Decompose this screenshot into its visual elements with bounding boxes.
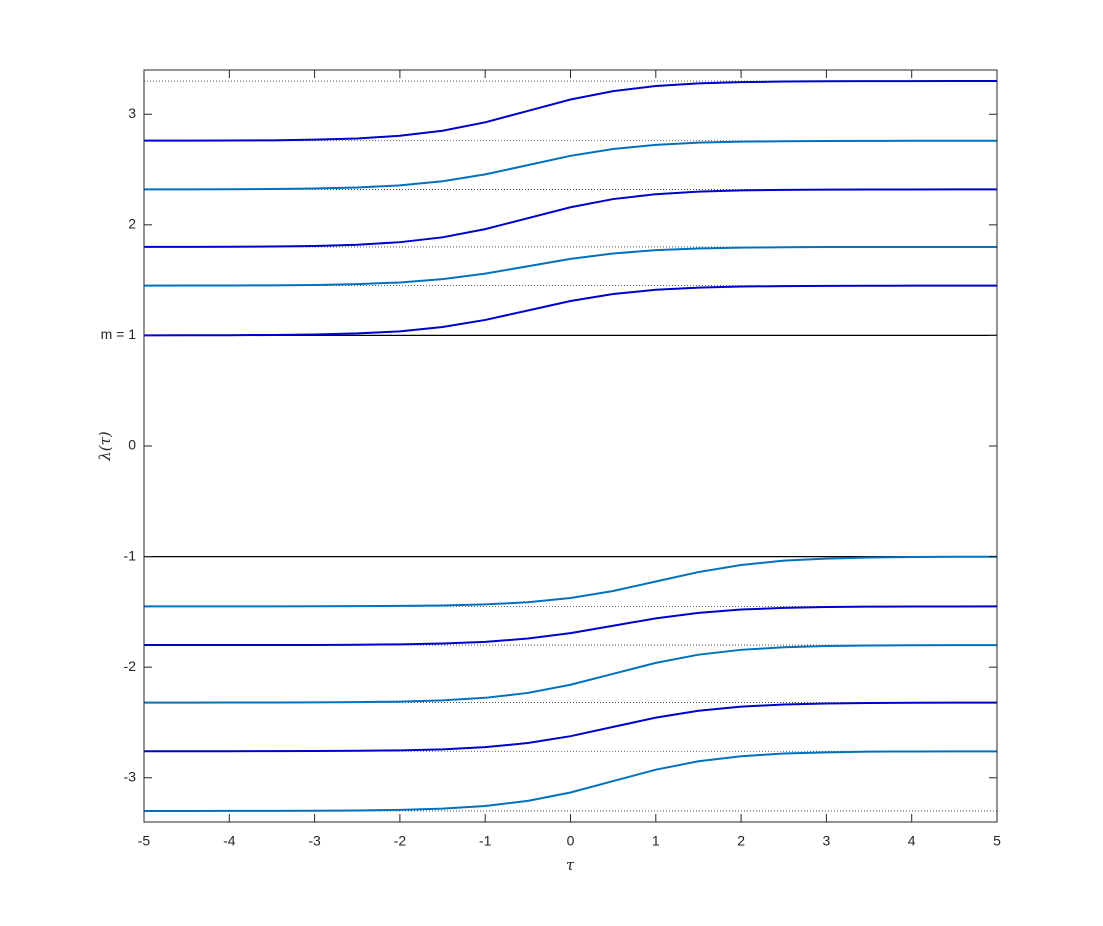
x-tick-label: 4	[908, 833, 916, 849]
curve	[144, 644, 997, 704]
y-tick-label: -1	[124, 547, 137, 563]
curve	[144, 750, 997, 812]
y-tick-label: m = 1	[101, 326, 137, 342]
x-tick-label: 3	[823, 833, 831, 849]
y-tick-label: -2	[124, 658, 137, 674]
x-tick-label: -4	[223, 833, 236, 849]
x-tick-label: 5	[993, 833, 1001, 849]
curve	[143, 245, 997, 287]
y-tick-label: 0	[128, 437, 136, 453]
y-tick-label: -3	[124, 768, 137, 784]
y-tick-label: 3	[128, 105, 136, 121]
curve	[144, 80, 997, 142]
curve	[143, 284, 997, 337]
curve	[144, 701, 998, 753]
x-tick-label: -5	[138, 833, 151, 849]
x-tick-label: -1	[479, 833, 492, 849]
x-tick-label: -2	[394, 833, 407, 849]
x-tick-label: -3	[308, 833, 321, 849]
x-tick-label: 1	[652, 833, 660, 849]
x-axis-title: τ	[566, 856, 575, 874]
y-tick-label: 2	[128, 216, 136, 232]
axes-box	[143, 69, 998, 823]
curve	[143, 139, 997, 191]
x-tick-label: 2	[737, 833, 745, 849]
curve	[144, 605, 998, 647]
y-axis-title: λ(τ)	[96, 431, 114, 462]
curve	[144, 188, 997, 248]
curve	[144, 555, 998, 608]
x-tick-label: 0	[567, 833, 575, 849]
